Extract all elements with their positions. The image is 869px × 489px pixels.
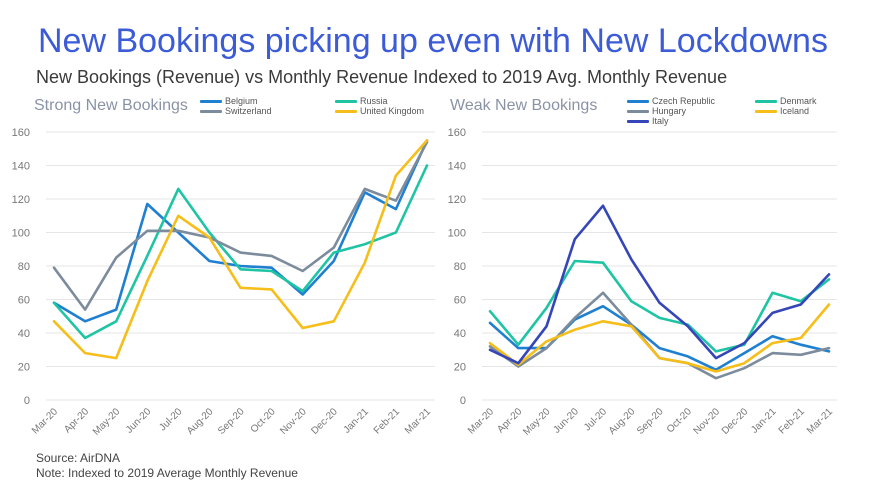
left-panel-title: Strong New Bookings [34,97,188,114]
y-tick-label: 40 [454,328,466,340]
y-tick-label: 40 [18,328,30,340]
legend-item-hungary: Hungary [627,106,686,116]
legend-item-switzerland: Switzerland [200,106,272,116]
legend-label: Iceland [780,106,810,116]
legend-label: Italy [652,116,669,126]
x-tick-label: Jun-20 [551,406,581,436]
y-tick-label: 160 [12,127,30,139]
x-tick-label: Oct-20 [249,406,278,435]
source-note: Source: AirDNA [36,451,121,465]
y-tick-label: 60 [18,295,30,307]
x-tick-label: Feb-21 [777,406,807,436]
index-note: Note: Indexed to 2019 Average Monthly Re… [36,466,298,480]
x-tick-label: Apr-20 [62,406,91,435]
legend-swatch [627,99,649,103]
series-line-iceland [488,303,831,373]
x-tick-label: Jul-20 [157,406,184,433]
legend-swatch [755,99,777,103]
page-subtitle: New Bookings (Revenue) vs Monthly Revenu… [36,67,728,87]
legend-label: Denmark [780,96,817,106]
x-tick-label: Oct-20 [665,406,694,435]
x-tick-label: Sep-20 [635,406,666,437]
legend-swatch [200,109,222,113]
x-tick-label: Mar-21 [403,406,433,436]
footer: Source: AirDNA Note: Indexed to 2019 Ave… [36,451,298,481]
series-line-russia [52,164,429,340]
y-tick-label: 100 [12,228,30,240]
x-tick-label: Mar-20 [466,406,496,436]
legend-label: Czech Republic [652,96,716,106]
series-line-denmark [488,259,831,353]
right-panel-title: Weak New Bookings [450,97,598,114]
x-tick-label: Jun-20 [124,406,154,436]
y-tick-label: 120 [12,194,30,206]
series-line-united-kingdom [52,139,429,360]
legend-swatch [627,119,649,123]
legend-item-denmark: Denmark [755,96,817,106]
y-tick-label: 60 [454,295,466,307]
legend-item-belgium: Belgium [200,96,258,106]
y-tick-label: 0 [460,395,466,407]
x-tick-label: Aug-20 [607,406,638,437]
x-tick-label: May-20 [521,406,553,438]
series-line-belgium [52,139,429,323]
legend-label: Hungary [652,106,687,116]
y-tick-label: 20 [18,362,30,374]
x-tick-label: Nov-20 [278,406,309,437]
y-tick-label: 20 [454,362,466,374]
y-tick-label: 140 [448,161,466,173]
x-tick-label: Aug-20 [185,406,216,437]
legend-label: Switzerland [225,106,272,116]
legend-swatch [627,109,649,113]
y-tick-label: 140 [12,161,30,173]
y-tick-label: 120 [448,194,466,206]
legend-label: Russia [360,96,388,106]
legend-label: United Kingdom [360,106,425,116]
x-tick-label: Nov-20 [692,406,723,437]
legend-swatch [335,99,357,103]
y-tick-label: 80 [18,261,30,273]
x-tick-label: Mar-21 [805,406,835,436]
x-tick-label: Apr-20 [495,406,524,435]
legend-item-russia: Russia [335,96,388,106]
y-tick-label: 80 [454,261,466,273]
y-tick-label: 0 [24,395,30,407]
legend-item-iceland: Iceland [755,106,809,116]
x-tick-label: Sep-20 [216,406,247,437]
x-tick-label: Dec-20 [720,406,751,437]
legend-swatch [755,109,777,113]
y-tick-label: 100 [448,228,466,240]
x-tick-label: Feb-21 [372,406,402,436]
y-tick-label: 160 [448,127,466,139]
x-tick-label: Jul-20 [582,406,609,433]
x-tick-label: Dec-20 [309,406,340,437]
legend-item-czech-republic: Czech Republic [627,96,715,106]
legend-label: Belgium [225,96,258,106]
x-tick-label: Mar-20 [30,406,60,436]
legend-item-italy: Italy [627,116,669,126]
x-tick-label: May-20 [91,406,123,438]
page-title: New Bookings picking up even with New Lo… [38,22,828,60]
legend-swatch [335,109,357,113]
x-tick-label: Jan-21 [342,406,372,436]
legend-swatch [200,99,222,103]
x-tick-label: Jan-21 [749,406,779,436]
series-line-switzerland [52,140,429,311]
series-line-italy [488,204,831,365]
legend-item-united-kingdom: United Kingdom [335,106,424,116]
